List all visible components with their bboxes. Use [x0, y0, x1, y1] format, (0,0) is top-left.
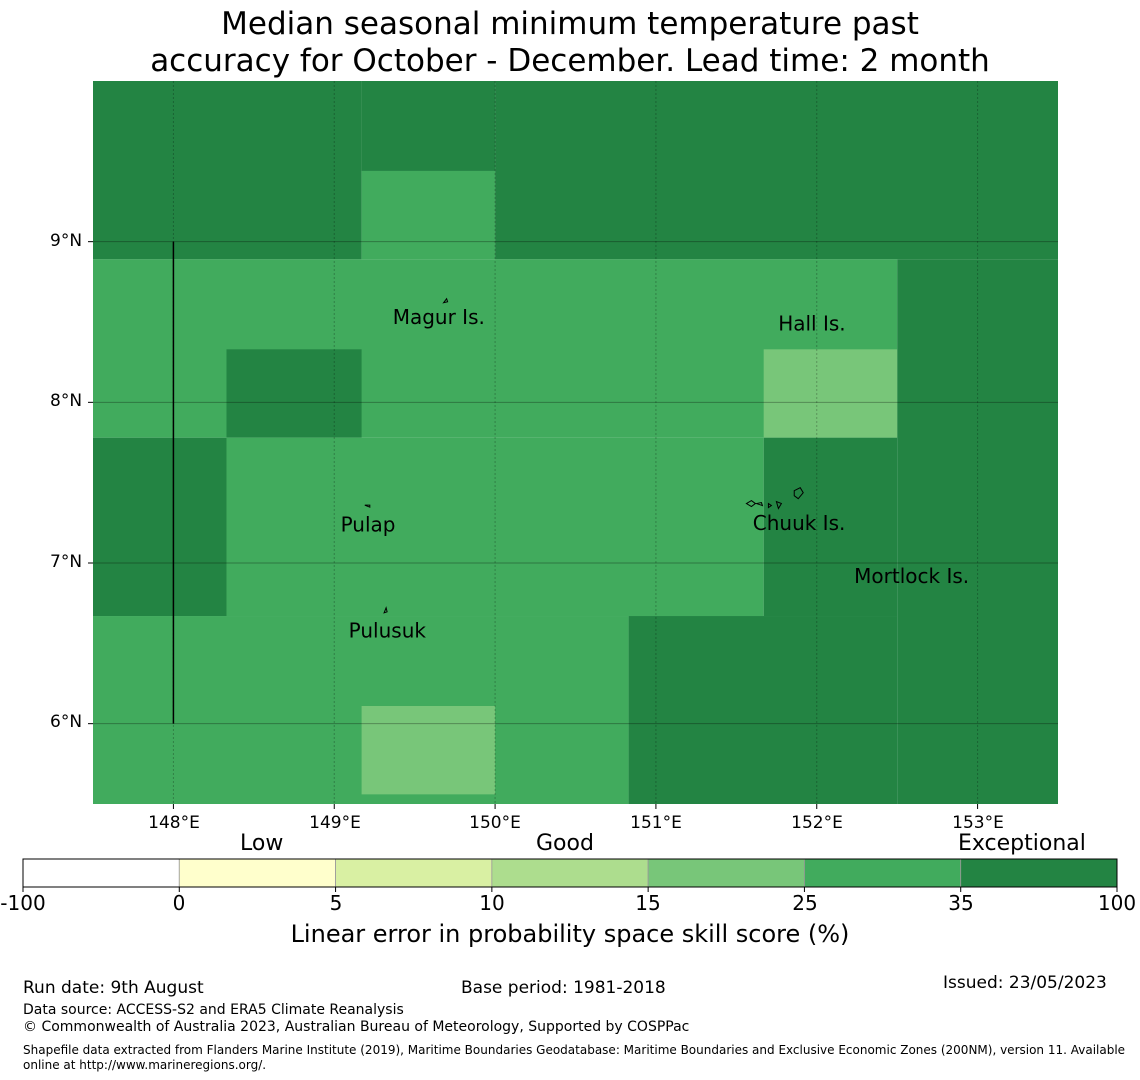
island-label: Magur Is. — [393, 305, 485, 329]
shapefile-credit-line-1: Shapefile data extracted from Flanders M… — [23, 1043, 1126, 1057]
skill-cell — [226, 349, 362, 438]
skill-cell — [93, 437, 227, 617]
skill-cell — [93, 616, 629, 804]
colorbar-bin — [491, 858, 649, 888]
skill-cell — [495, 81, 1058, 260]
data-source: Data source: ACCESS-S2 and ERA5 Climate … — [23, 1002, 404, 1018]
colorbar-tick: 0 — [172, 891, 186, 915]
lon-label-148e: 148°E — [148, 813, 200, 833]
colorbar-bin — [960, 858, 1118, 888]
skill-cell — [763, 349, 898, 438]
lat-label-7n: 7°N — [50, 552, 83, 572]
island-outline — [383, 606, 388, 614]
skill-cell — [628, 616, 898, 804]
colorbar-frame — [22, 858, 1118, 888]
copyright: © Commonwealth of Australia 2023, Austra… — [23, 1019, 690, 1035]
colorbar-bin — [804, 858, 962, 888]
colorbar-bin — [22, 858, 180, 888]
lon-label-152e: 152°E — [791, 813, 843, 833]
island-outline — [364, 504, 371, 508]
title-line-1: Median seasonal minimum temperature past — [221, 6, 919, 42]
lat-label-6n: 6°N — [50, 712, 83, 732]
colorbar-title: Linear error in probability space skill … — [290, 920, 850, 948]
lon-label-150e: 150°E — [469, 813, 521, 833]
map-title: Median seasonal minimum temperature past… — [0, 6, 1140, 80]
title-line-2: accuracy for October - December. Lead ti… — [150, 43, 990, 79]
skill-cell — [897, 259, 1058, 805]
island-outline — [793, 487, 804, 500]
colorbar-tick: 5 — [329, 891, 343, 915]
lat-label-9n: 9°N — [50, 231, 83, 251]
category-good: Good — [536, 831, 594, 856]
run-date: Run date: 9th August — [23, 978, 204, 998]
colorbar-tick: 15 — [635, 891, 661, 915]
skill-cell — [93, 81, 362, 260]
colorbar-tick: 35 — [948, 891, 974, 915]
lon-label-153e: 153°E — [952, 813, 1004, 833]
base-period: Base period: 1981-2018 — [461, 978, 666, 998]
shapefile-credit: Shapefile data extracted from Flanders M… — [23, 1043, 1138, 1073]
lon-label-149e: 149°E — [309, 813, 361, 833]
lon-label-151e: 151°E — [630, 813, 682, 833]
colorbar-tick: -100 — [0, 891, 46, 915]
colorbar-tick: 25 — [792, 891, 818, 915]
category-low: Low — [240, 831, 284, 856]
skill-cell — [361, 705, 496, 795]
island-label: Hall Is. — [778, 312, 845, 336]
island-label: Pulap — [341, 512, 396, 536]
colorbar-bin — [178, 858, 336, 888]
island-outline — [442, 297, 449, 304]
skill-cell — [361, 170, 496, 260]
island-label: Pulusuk — [349, 618, 427, 642]
island-label: Chuuk Is. — [753, 511, 846, 535]
issued-date: Issued: 23/05/2023 — [943, 973, 1107, 993]
colorbar-tick: 100 — [1097, 891, 1137, 915]
category-exceptional: Exceptional — [958, 831, 1086, 856]
shapefile-credit-line-2: online at http://www.marineregions.org/. — [23, 1058, 267, 1072]
colorbar-bin — [335, 858, 493, 888]
skill-cell — [226, 437, 764, 617]
island-label: Mortlock Is. — [854, 564, 969, 588]
colorbar-bin — [647, 858, 805, 888]
lat-label-8n: 8°N — [50, 391, 83, 411]
colorbar-tick: 10 — [479, 891, 505, 915]
skill-cell — [763, 437, 898, 617]
island-outline — [745, 499, 783, 510]
skill-cell — [361, 81, 496, 171]
